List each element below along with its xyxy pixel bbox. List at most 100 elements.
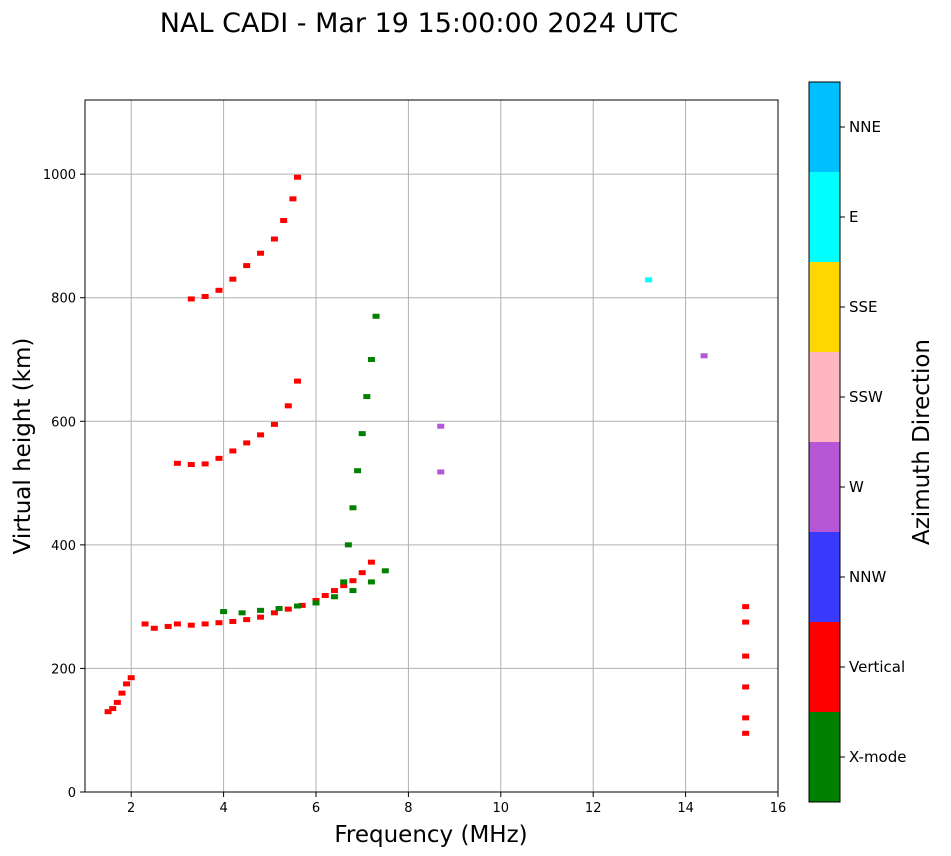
echo-point <box>280 217 288 223</box>
echo-point <box>215 287 223 293</box>
colorbar: X-mode Vertical NNW W SSW SSE E NNE <box>808 81 906 803</box>
colorbar-frame <box>808 81 841 803</box>
plot-frame <box>84 99 779 793</box>
y-tick-label: 800 <box>51 292 76 307</box>
echo-point <box>257 614 265 620</box>
x-tick-label: 12 <box>585 801 602 816</box>
y-axis-ticks: 0 200 400 600 800 1000 <box>43 168 85 801</box>
echo-point <box>367 579 375 585</box>
echo-series <box>104 675 135 715</box>
x-tick-label: 10 <box>493 801 510 816</box>
echo-point <box>270 236 278 242</box>
echo-point <box>284 403 292 409</box>
echo-point <box>229 618 237 624</box>
echo-point <box>243 617 251 623</box>
colorbar-swatch <box>809 622 840 712</box>
colorbar-swatch <box>809 442 840 532</box>
echo-point <box>201 621 209 627</box>
echo-point <box>367 559 375 565</box>
echo-point <box>321 593 329 599</box>
echo-point <box>141 621 149 627</box>
echo-point <box>118 690 126 696</box>
echo-marks <box>104 174 750 736</box>
echo-point <box>109 706 117 712</box>
colorbar-swatch <box>809 352 840 442</box>
echo-series <box>187 174 302 302</box>
echo-series <box>645 277 653 283</box>
y-tick-label: 600 <box>51 415 76 430</box>
echo-point <box>340 583 348 589</box>
x-tick-label: 4 <box>219 801 227 816</box>
colorbar-tick-label: X-mode <box>849 748 906 766</box>
echo-point <box>349 588 357 594</box>
echo-point <box>349 578 357 584</box>
echo-series <box>340 313 380 585</box>
echo-point <box>270 610 278 616</box>
colorbar-tick-label: Vertical <box>849 658 905 676</box>
x-axis-label: Frequency (MHz) <box>334 822 527 848</box>
colorbar-swatch <box>809 172 840 262</box>
colorbar-swatch <box>809 262 840 352</box>
echo-point <box>229 448 237 454</box>
echo-point <box>123 681 131 687</box>
y-tick-label: 400 <box>51 539 76 554</box>
colorbar-tick-label: NNE <box>849 118 881 136</box>
echo-point <box>150 625 158 631</box>
echo-point <box>173 621 181 627</box>
echo-point <box>700 353 708 359</box>
y-tick-label: 1000 <box>43 168 76 183</box>
echo-point <box>437 469 445 475</box>
echo-series <box>742 604 750 736</box>
echo-point <box>289 196 297 202</box>
echo-point <box>220 609 228 615</box>
echo-point <box>257 250 265 256</box>
colorbar-tick-label: SSE <box>849 298 878 316</box>
echo-point <box>113 699 121 705</box>
chart-title: NAL CADI - Mar 19 15:00:00 2024 UTC <box>160 8 678 39</box>
echo-point <box>201 293 209 299</box>
echo-point <box>312 600 320 606</box>
echo-point <box>127 675 135 681</box>
echo-point <box>367 357 375 362</box>
echo-point <box>742 604 750 610</box>
echo-point <box>742 715 750 721</box>
echo-point <box>742 619 750 625</box>
echo-series <box>220 568 389 616</box>
x-tick-label: 16 <box>770 801 787 816</box>
echo-point <box>372 313 380 319</box>
echo-point <box>294 603 302 609</box>
grid <box>85 100 779 793</box>
colorbar-label: Azimuth Direction <box>909 339 935 545</box>
echo-point <box>358 431 366 437</box>
echo-series <box>141 559 375 631</box>
echo-point <box>229 276 237 282</box>
echo-point <box>742 730 750 736</box>
x-tick-label: 8 <box>404 801 412 816</box>
echo-point <box>381 568 389 574</box>
echo-point <box>294 174 302 180</box>
echo-point <box>358 570 366 576</box>
colorbar-tick-label: NNW <box>849 568 886 586</box>
x-tick-label: 6 <box>312 801 320 816</box>
x-tick-label: 14 <box>677 801 694 816</box>
colorbar-swatch <box>809 532 840 622</box>
echo-point <box>238 610 246 616</box>
echo-point <box>243 440 251 446</box>
colorbar-swatch <box>809 82 840 172</box>
echo-point <box>187 462 195 468</box>
echo-point <box>354 468 362 474</box>
colorbar-tick-label: W <box>849 478 864 496</box>
x-axis-ticks: 2 4 6 8 10 12 14 16 <box>127 792 786 816</box>
echo-point <box>201 461 209 467</box>
echo-point <box>437 423 445 429</box>
echo-point <box>363 394 371 400</box>
echo-point <box>187 296 195 302</box>
echo-series <box>173 378 302 468</box>
echo-point <box>284 606 292 612</box>
echo-point <box>257 607 265 613</box>
y-axis-label: Virtual height (km) <box>10 338 36 555</box>
echo-point <box>215 620 223 626</box>
echo-point <box>187 622 195 628</box>
x-tick-label: 2 <box>127 801 135 816</box>
